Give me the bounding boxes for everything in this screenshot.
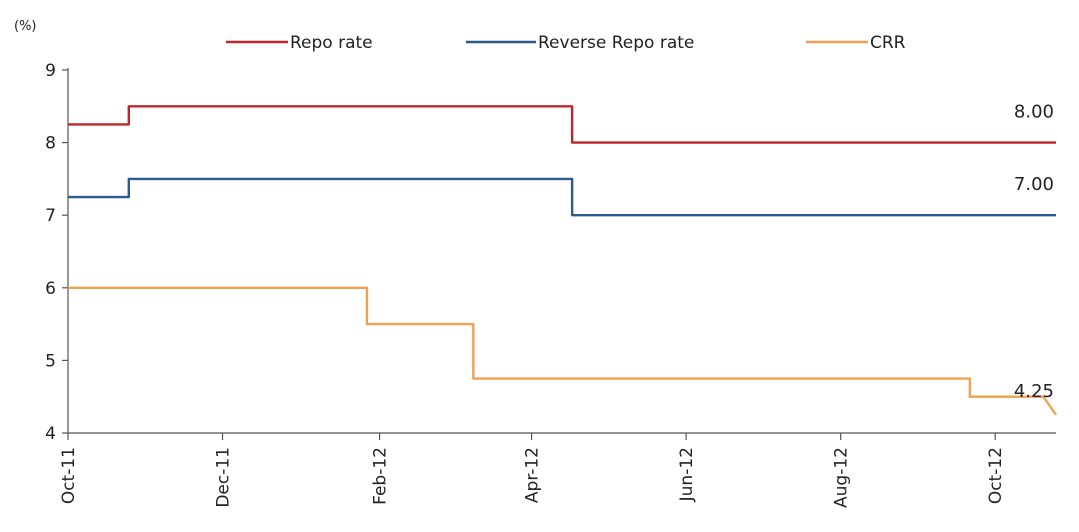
end-value-label: 7.00: [1014, 174, 1054, 195]
y-tick-label: 8: [45, 134, 56, 154]
end-labels: 8.00 7.00 4.25: [1014, 102, 1054, 402]
x-tick-label: Apr-12: [523, 447, 543, 503]
series-lines: [68, 105, 1057, 416]
y-tick-label: 7: [45, 206, 56, 226]
y-tick-label: 4: [45, 424, 56, 444]
x-tick-label: Dec-11: [214, 447, 234, 508]
y-tick-label: 9: [45, 61, 56, 81]
end-value-label: 8.00: [1014, 102, 1054, 123]
legend: Repo rate Reverse Repo rate CRR: [226, 33, 906, 53]
y-tick-label: 5: [45, 351, 56, 371]
axes: 4 5 6 7 8 9 Oct-11 Dec-11 Feb-12 Apr-12 Jun-12 Aug-…: [45, 61, 1056, 508]
series-line: [68, 177, 1056, 217]
legend-label: Reverse Repo rate: [538, 33, 694, 53]
x-tick-label: Feb-12: [371, 447, 391, 505]
end-value-label: 4.25: [1014, 381, 1054, 402]
x-tick-label: Jun-12: [677, 447, 697, 502]
x-tick-label: Aug-12: [832, 447, 852, 508]
y-axis-unit-label: (%): [14, 19, 37, 34]
x-tick-label: Oct-12: [986, 447, 1006, 504]
series-line: [68, 105, 1056, 144]
x-tick-label: Oct-11: [59, 447, 79, 504]
legend-label: Repo rate: [290, 33, 373, 53]
legend-label: CRR: [870, 33, 906, 53]
series-line: [68, 286, 1057, 416]
y-tick-label: 6: [45, 279, 56, 299]
